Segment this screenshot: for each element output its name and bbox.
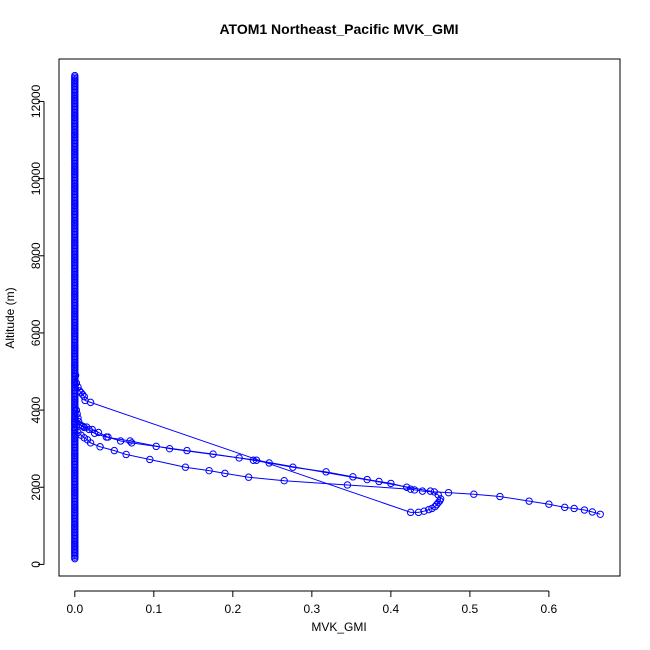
y-tick-label: 2000 [29, 474, 43, 501]
data-point [596, 510, 604, 518]
data-point [525, 497, 533, 505]
data-point [209, 450, 217, 458]
data-point [94, 428, 103, 437]
data-point [116, 437, 125, 445]
data-point [249, 456, 258, 464]
y-axis: 0 2000 4000 6000 8000 10000 12000 [29, 84, 45, 568]
data-point [580, 506, 589, 514]
data-point [588, 508, 597, 516]
data-point [430, 488, 439, 496]
y-axis-label: Altitude (m) [3, 287, 17, 348]
data-point [235, 454, 243, 462]
series-line-2 [74, 421, 415, 491]
data-point [414, 508, 423, 517]
y-tick-label: 4000 [29, 396, 43, 423]
data-point [88, 425, 96, 434]
data-point [406, 508, 415, 517]
data-point [470, 490, 478, 498]
x-axis-label: MVK_GMI [311, 620, 366, 634]
data-point [75, 417, 83, 426]
data-point [96, 443, 104, 451]
data-point [126, 437, 134, 445]
x-tick-label: 0.3 [304, 602, 321, 616]
data-point [90, 429, 99, 437]
data-point [110, 446, 119, 455]
data-point [71, 71, 79, 80]
data-point [289, 463, 297, 471]
series-lines [74, 75, 601, 559]
data-point [444, 488, 453, 497]
x-axis: 0.0 0.1 0.2 0.3 0.4 0.5 0.6 [66, 590, 558, 616]
data-point [343, 481, 352, 489]
data-point [86, 398, 95, 407]
data-point [436, 495, 445, 503]
x-tick-label: 0.6 [541, 602, 558, 616]
data-point [79, 422, 87, 431]
y-tick-label: 6000 [29, 319, 43, 346]
x-tick-label: 0.0 [66, 602, 83, 616]
data-point [434, 498, 442, 507]
x-tick-label: 0.1 [145, 602, 162, 616]
data-point [146, 455, 154, 464]
data-point [322, 468, 330, 476]
data-point [122, 450, 130, 459]
data-point [349, 473, 357, 481]
data-point [71, 371, 80, 380]
data-point [127, 439, 136, 447]
data-point [72, 379, 81, 387]
data-point [410, 486, 419, 494]
data-point [280, 477, 288, 485]
data-point [72, 406, 81, 414]
data-point [418, 487, 427, 495]
data-point [205, 466, 213, 475]
data-point [73, 410, 81, 418]
data-point [152, 442, 160, 451]
data-point [363, 475, 371, 484]
data-point [80, 392, 88, 401]
y-tick-label: 8000 [29, 242, 43, 269]
data-point [545, 500, 553, 508]
x-tick-label: 0.2 [224, 602, 241, 616]
plot-frame [58, 58, 621, 577]
x-tick-label: 0.5 [462, 602, 479, 616]
y-tick-label: 0 [29, 561, 43, 568]
data-point [183, 446, 191, 455]
data-point [387, 479, 395, 488]
data-point [221, 469, 229, 478]
data-point [165, 444, 174, 453]
data-point [265, 459, 273, 467]
series-points [71, 71, 604, 563]
data-point [375, 477, 383, 486]
series-line-1 [74, 429, 601, 515]
data-point [560, 503, 569, 512]
data-point [406, 485, 415, 493]
data-point [420, 507, 428, 515]
data-point [402, 483, 411, 491]
data-point [244, 473, 253, 481]
data-point [85, 425, 93, 434]
data-point [74, 383, 82, 391]
y-tick-label: 12000 [29, 84, 43, 118]
data-point [425, 505, 433, 514]
data-point [496, 492, 504, 501]
data-point [570, 504, 578, 513]
data-point [181, 463, 190, 471]
chart-title: ATOM1 Northeast_Pacific MVK_GMI [219, 21, 458, 37]
data-point [426, 487, 435, 495]
data-point [86, 439, 95, 447]
x-tick-label: 0.4 [383, 602, 400, 616]
data-point [252, 456, 261, 464]
y-tick-label: 10000 [29, 162, 43, 196]
data-point [104, 433, 112, 441]
